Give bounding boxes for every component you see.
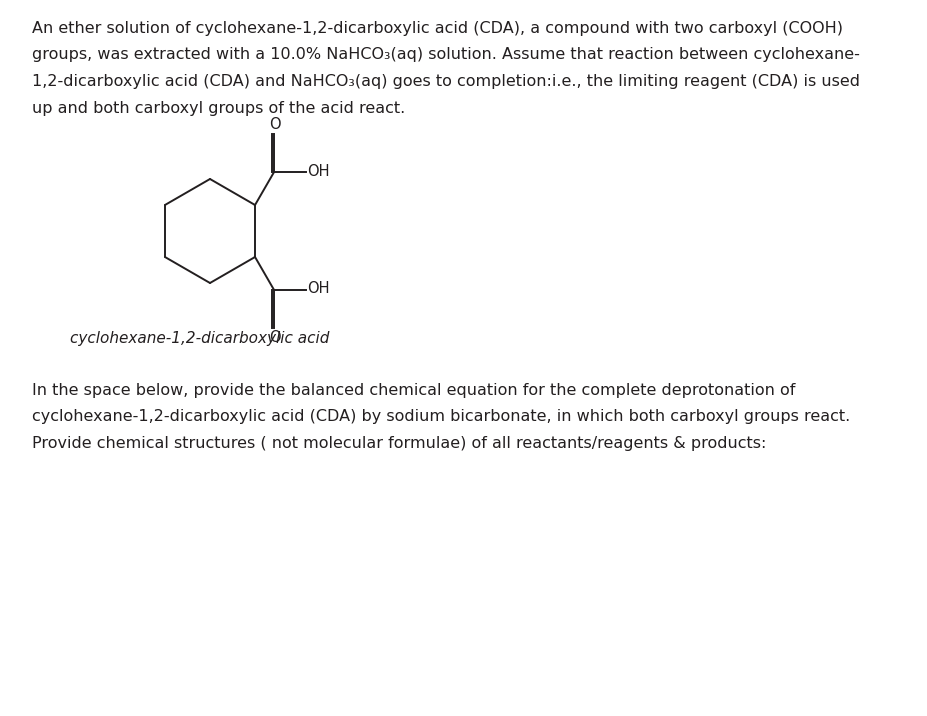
Text: 1,2-dicarboxylic acid (CDA) and NaHCO₃(aq) goes to completion:i.e., the limiting: 1,2-dicarboxylic acid (CDA) and NaHCO₃(a… [32,74,860,89]
Text: An ether solution of cyclohexane-1,2-dicarboxylic acid (CDA), a compound with tw: An ether solution of cyclohexane-1,2-dic… [32,21,843,36]
Text: In the space below, provide the balanced chemical equation for the complete depr: In the space below, provide the balanced… [32,383,795,398]
Text: O: O [269,117,281,132]
Text: OH: OH [307,281,329,296]
Text: cyclohexane-1,2-dicarboxylic acid: cyclohexane-1,2-dicarboxylic acid [70,331,329,346]
Text: up and both carboxyl groups of the acid react.: up and both carboxyl groups of the acid … [32,100,405,115]
Text: Provide chemical structures ( not molecular formulae) of all reactants/reagents : Provide chemical structures ( not molecu… [32,436,767,451]
Text: O: O [269,330,281,345]
Text: groups, was extracted with a 10.0% NaHCO₃(aq) solution. Assume that reaction bet: groups, was extracted with a 10.0% NaHCO… [32,47,860,62]
Text: cyclohexane-1,2-dicarboxylic acid (CDA) by sodium bicarbonate, in which both car: cyclohexane-1,2-dicarboxylic acid (CDA) … [32,410,850,425]
Text: OH: OH [307,163,329,178]
